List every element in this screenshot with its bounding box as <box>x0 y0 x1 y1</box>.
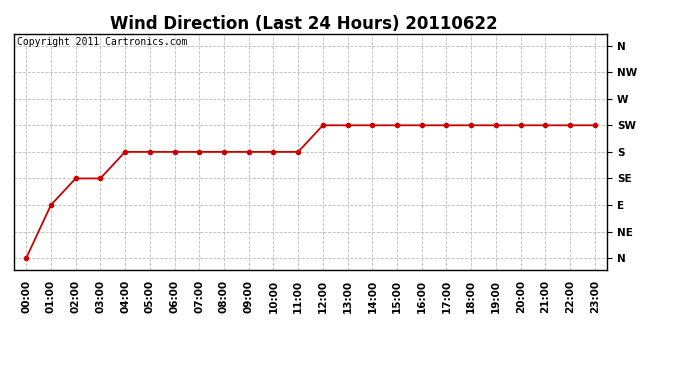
Text: Copyright 2011 Cartronics.com: Copyright 2011 Cartronics.com <box>17 37 187 47</box>
Text: Wind Direction (Last 24 Hours) 20110622: Wind Direction (Last 24 Hours) 20110622 <box>110 15 497 33</box>
